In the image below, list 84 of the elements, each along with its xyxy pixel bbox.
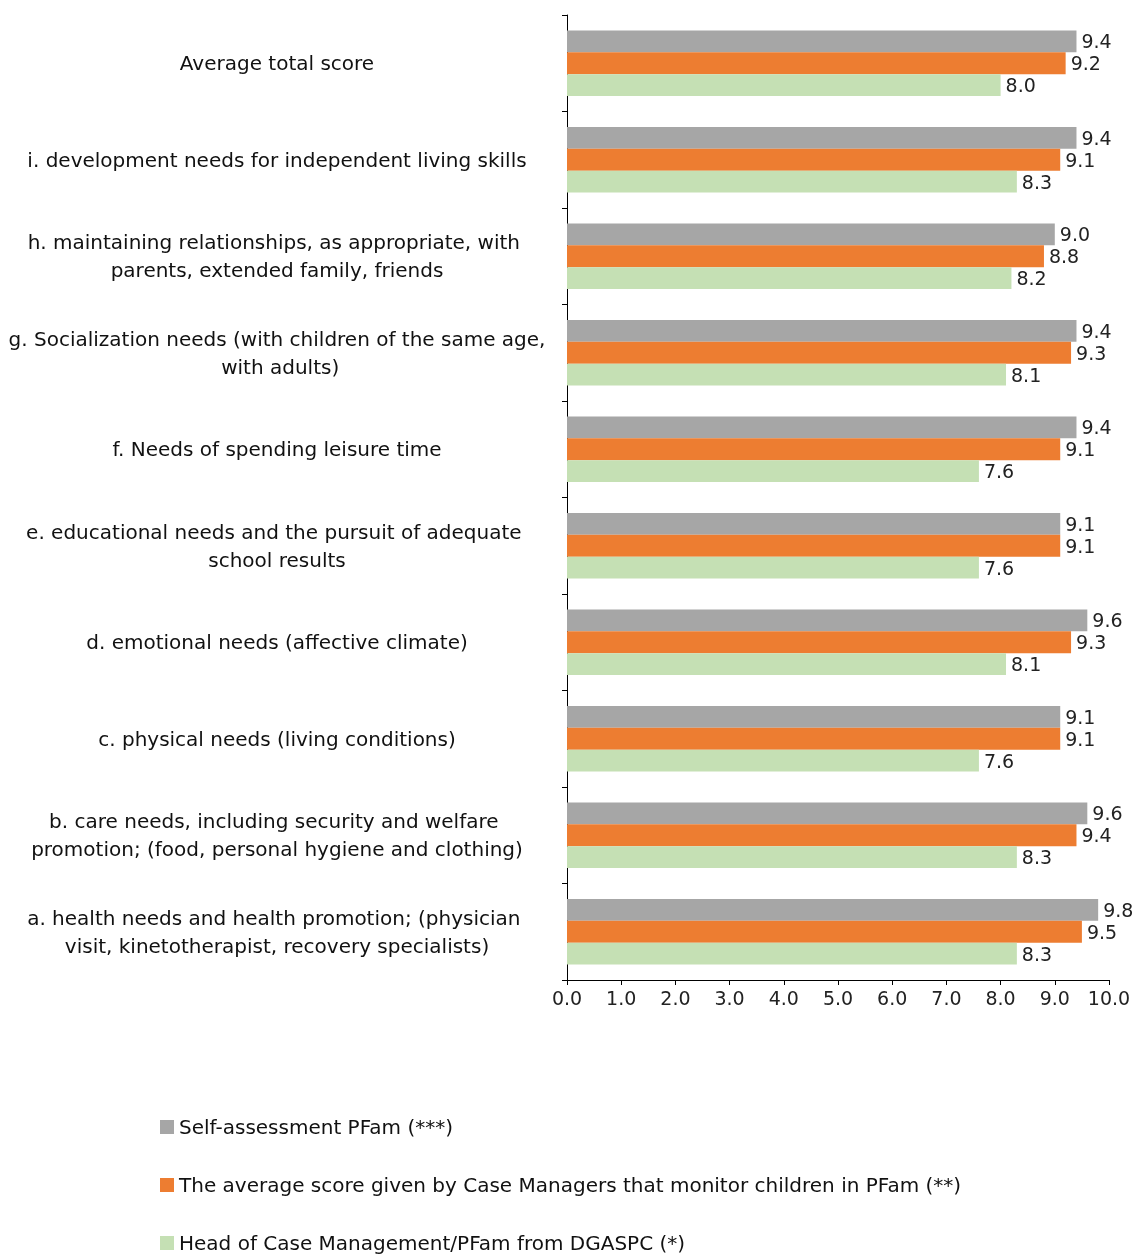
legend-label: The average score given by Case Managers that monitor children in PFam (**) bbox=[178, 1173, 962, 1197]
data-label: 9.4 bbox=[1081, 126, 1112, 149]
bar bbox=[567, 556, 979, 579]
data-label: 8.3 bbox=[1021, 942, 1053, 965]
y-tick-label: b. care needs, including security and welfare promotion; (food, personal hygiene and clothing) bbox=[31, 809, 523, 862]
y-tick-label: d. emotional needs (affective climate) bbox=[86, 630, 468, 655]
y-tick-label: g. Socialization needs (with children of the same age, with adults) bbox=[8, 326, 546, 379]
bar bbox=[567, 341, 1072, 364]
data-label: 9.4 bbox=[1081, 416, 1112, 439]
bar bbox=[567, 802, 1088, 825]
y-tick-label: h. maintaining relationships, as appropriate, with parents, extended family, friends bbox=[27, 230, 527, 283]
x-tick-label: 5.0 bbox=[822, 986, 854, 1009]
x-tick-label: 3.0 bbox=[714, 986, 745, 1009]
bar bbox=[567, 898, 1099, 921]
x-tick-label: 4.0 bbox=[768, 986, 799, 1009]
data-label: 7.6 bbox=[983, 556, 1015, 579]
legend-label: Self-assessment PFam (***) bbox=[179, 1115, 454, 1139]
data-label: 7.6 bbox=[983, 749, 1015, 772]
bar bbox=[567, 170, 1017, 193]
data-label: 8.8 bbox=[1048, 245, 1080, 268]
data-label: 9.6 bbox=[1092, 802, 1123, 825]
data-label: 9.1 bbox=[1065, 534, 1096, 557]
data-label: 9.1 bbox=[1065, 148, 1096, 171]
bar bbox=[567, 727, 1061, 750]
data-label: 9.4 bbox=[1081, 824, 1112, 847]
bar bbox=[567, 319, 1077, 342]
x-tick-label: 10.0 bbox=[1087, 986, 1131, 1009]
bar bbox=[567, 920, 1082, 943]
bar bbox=[567, 609, 1088, 632]
y-tick-label: a. health needs and health promotion; (physician visit, kinetotherapist, recovery specialists) bbox=[27, 905, 527, 958]
data-label: 8.3 bbox=[1021, 170, 1053, 193]
bar bbox=[567, 52, 1066, 75]
bar bbox=[567, 438, 1061, 461]
y-tick-label: c. physical needs (living conditions) bbox=[98, 726, 456, 751]
data-label: 8.2 bbox=[1016, 267, 1047, 290]
bar bbox=[567, 942, 1017, 965]
x-tick-label: 8.0 bbox=[985, 986, 1016, 1009]
bar bbox=[567, 30, 1077, 53]
data-label: 9.4 bbox=[1081, 319, 1112, 342]
bar bbox=[567, 512, 1061, 535]
data-label: 9.1 bbox=[1065, 438, 1096, 461]
data-label: 9.2 bbox=[1070, 52, 1101, 75]
bar bbox=[567, 653, 1007, 676]
data-label: 9.0 bbox=[1059, 223, 1091, 246]
bar bbox=[567, 267, 1012, 290]
y-tick-label: e. educational needs and the pursuit of adequate school results bbox=[26, 519, 528, 572]
bar bbox=[567, 148, 1061, 171]
data-label: 9.8 bbox=[1103, 898, 1134, 921]
bar bbox=[567, 126, 1077, 149]
data-label: 8.1 bbox=[1011, 363, 1042, 386]
data-label: 9.6 bbox=[1092, 609, 1123, 632]
data-label: 8.3 bbox=[1021, 846, 1053, 869]
bar bbox=[567, 749, 979, 772]
data-label: 9.1 bbox=[1065, 512, 1096, 535]
bar bbox=[567, 223, 1055, 246]
bar bbox=[567, 846, 1017, 869]
bar bbox=[567, 363, 1007, 386]
x-tick-label: 0.0 bbox=[551, 986, 583, 1009]
bar bbox=[567, 631, 1072, 654]
y-tick-label: i. development needs for independent living skills bbox=[27, 147, 527, 172]
y-tick-label: Average total score bbox=[179, 51, 375, 76]
data-label: 9.1 bbox=[1065, 705, 1096, 728]
x-tick-label: 1.0 bbox=[606, 986, 637, 1009]
bar bbox=[567, 824, 1077, 847]
data-label: 9.4 bbox=[1081, 30, 1112, 53]
data-label: 9.5 bbox=[1086, 920, 1118, 943]
bar bbox=[567, 416, 1077, 439]
bar bbox=[567, 74, 1001, 97]
bar bbox=[567, 534, 1061, 557]
data-label: 7.6 bbox=[983, 460, 1015, 483]
bar bbox=[567, 245, 1044, 268]
bar bbox=[567, 460, 979, 483]
legend-label: Head of Case Management/PFam from DGASPC (*) bbox=[179, 1231, 686, 1255]
data-label: 9.3 bbox=[1076, 631, 1107, 654]
x-tick-label: 2.0 bbox=[660, 986, 691, 1009]
data-label: 9.3 bbox=[1076, 341, 1107, 364]
x-tick-label: 9.0 bbox=[1039, 986, 1070, 1009]
bar bbox=[567, 705, 1061, 728]
data-label: 8.0 bbox=[1005, 74, 1036, 97]
data-label: 8.1 bbox=[1011, 653, 1042, 676]
x-tick-label: 7.0 bbox=[931, 986, 962, 1009]
x-tick-label: 6.0 bbox=[877, 986, 908, 1009]
y-tick-label: f. Needs of spending leisure time bbox=[112, 437, 442, 462]
data-label: 9.1 bbox=[1065, 727, 1096, 750]
